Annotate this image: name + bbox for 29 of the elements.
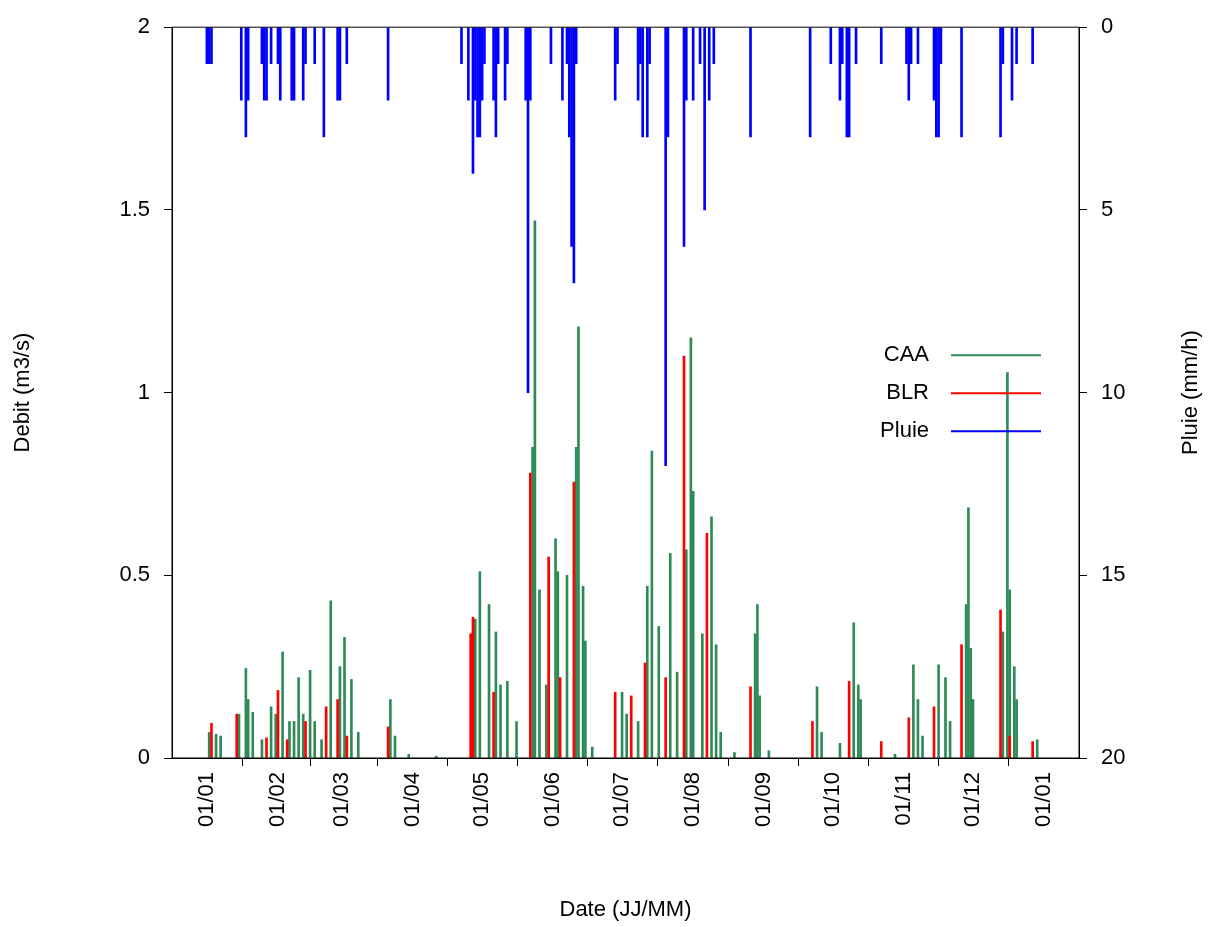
y2-tick-label: 20 [1101,744,1126,770]
x-tick-label: 01/10 [819,772,845,828]
x-tick-label: 01/11 [890,772,916,826]
x-tick-label: 01/05 [468,772,494,828]
x-tick-label: 01/06 [539,772,565,828]
y-tick-label: 0.5 [119,561,150,587]
y2-tick-label: 5 [1101,195,1114,221]
x-tick-label: 01/08 [679,772,705,828]
y-tick-label: 1.5 [119,195,150,221]
y2-tick-label: 15 [1101,561,1126,587]
x-tick-label: 01/09 [750,772,776,828]
y-tick-label: 2 [137,13,150,39]
x-tick-label: 01/12 [959,772,985,828]
y2-axis-title: Pluie (mm/h) [1177,330,1203,455]
y2-tick-label: 10 [1101,378,1126,404]
x-tick-label: 01/02 [264,772,290,828]
x-axis-title: Date (JJ/MM) [559,895,692,921]
x-tick-label: 01/01 [1030,772,1056,828]
legend-label: Pluie [880,417,929,443]
x-tick-label: 01/07 [608,772,634,828]
x-tick-label: 01/04 [399,772,425,828]
y-axis-title: Debit (m3/s) [9,332,35,453]
y2-tick-label: 0 [1101,13,1114,39]
legend-label: BLR [886,379,929,405]
y-tick-label: 1 [137,378,150,404]
x-tick-label: 01/01 [192,772,218,828]
legend-label: CAA [883,341,930,367]
y-tick-label: 0 [137,744,150,770]
x-tick-label: 01/03 [328,772,354,828]
